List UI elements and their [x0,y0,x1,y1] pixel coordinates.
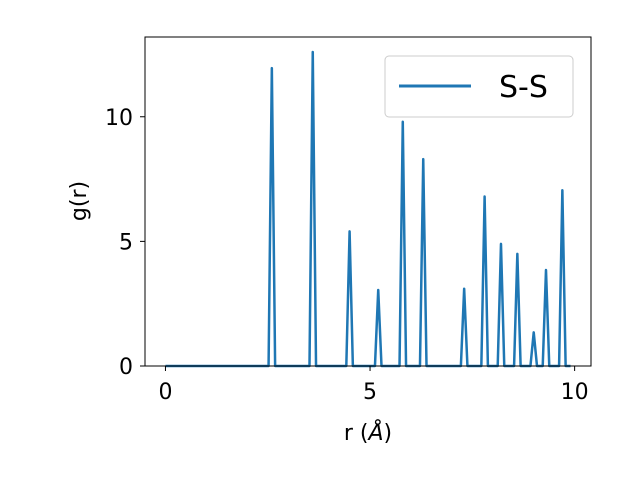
x-tick-label: 5 [363,380,377,405]
x-tick-label: 10 [561,380,589,405]
x-tick-label: 0 [158,380,172,405]
y-axis-ticks: 0 5 10 [105,106,145,380]
plot-frame [144,36,592,367]
x-axis-ticks: 0 5 10 [158,366,589,405]
legend: S-S [384,55,574,118]
x-axis-label: r (Å) [344,419,392,446]
y-tick-label: 0 [119,355,133,380]
y-tick-label: 10 [105,106,133,131]
legend-box [384,55,574,118]
y-tick-label: 5 [119,230,133,255]
legend-label-s-s: S-S [499,70,548,105]
y-axis-label: g(r) [67,181,92,221]
